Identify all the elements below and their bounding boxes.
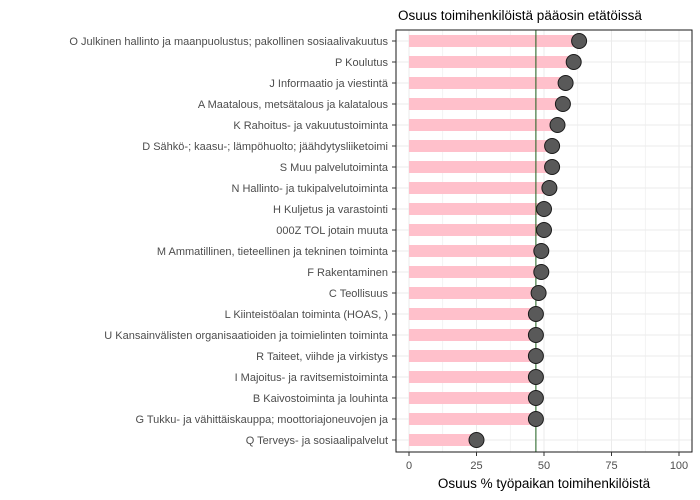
- category-label: A Maatalous, metsätalous ja kalatalous: [198, 99, 389, 111]
- data-point: [527, 327, 544, 343]
- category-label: G Tukku- ja vähittäiskauppa; moottoriajo…: [135, 414, 388, 426]
- category-label: H Kuljetus ja varastointi: [273, 204, 388, 216]
- data-point: [549, 117, 566, 133]
- bar: [409, 98, 563, 110]
- data-point: [527, 369, 544, 385]
- bar: [409, 224, 544, 236]
- category-label: S Muu palvelutoiminta: [280, 162, 389, 174]
- category-label: K Rahoitus- ja vakuutustoiminta: [233, 120, 389, 132]
- data-point: [536, 201, 552, 217]
- category-label: J Informaatio ja viestintä: [269, 78, 388, 90]
- bar: [409, 35, 580, 47]
- bar: [409, 287, 539, 299]
- category-label: Q Terveys- ja sosiaalipalvelut: [246, 435, 388, 447]
- data-point: [557, 75, 574, 91]
- category-label: B Kaivostoiminta ja louhinta: [253, 393, 389, 405]
- category-label: M Ammatillinen, tieteellinen ja tekninen…: [157, 246, 389, 258]
- bar: [409, 140, 553, 152]
- bars: [409, 35, 580, 446]
- bar: [409, 413, 536, 425]
- bar: [409, 371, 536, 383]
- category-label: I Majoitus- ja ravitsemistoiminta: [235, 372, 389, 384]
- points: [468, 33, 588, 448]
- category-label: D Sähkö-; kaasu-; lämpöhuolto; jäähdytys…: [142, 141, 388, 153]
- data-point: [544, 159, 561, 175]
- data-point: [571, 33, 588, 49]
- x-tick-label: 75: [605, 460, 617, 472]
- category-label: F Rakentaminen: [307, 267, 388, 279]
- bar: [409, 266, 542, 278]
- category-label: U Kansainvälisten organisaatioiden ja to…: [104, 330, 389, 342]
- category-label: O Julkinen hallinto ja maanpuolustus; pa…: [69, 36, 388, 48]
- bar: [409, 119, 558, 131]
- data-point: [536, 222, 552, 238]
- data-point: [533, 264, 550, 280]
- x-axis-ticks: 0 25 50 75 100: [406, 452, 688, 472]
- category-label: P Koulutus: [335, 57, 389, 69]
- data-point: [541, 180, 558, 196]
- bar: [409, 392, 536, 404]
- data-point: [565, 54, 582, 70]
- x-tick-label: 50: [538, 460, 550, 472]
- category-labels: O Julkinen hallinto ja maanpuolustus; pa…: [69, 36, 396, 447]
- bar: [409, 350, 536, 362]
- chart-title: Osuus toimihenkilöistä pääosin etätöissä: [398, 8, 642, 23]
- category-label: C Teollisuus: [329, 288, 389, 300]
- bar: [409, 434, 477, 446]
- x-tick-label: 25: [470, 460, 482, 472]
- data-point: [468, 432, 485, 448]
- x-tick-label: 100: [670, 460, 688, 472]
- bar: [409, 308, 536, 320]
- data-point: [527, 348, 544, 364]
- x-axis-label: Osuus % työpaikan toimihenkilöistä: [438, 476, 651, 491]
- category-label: L Kiinteistöalan toiminta (HOAS, ): [225, 309, 388, 321]
- data-point: [527, 411, 544, 427]
- category-label: 000Z TOL jotain muuta: [276, 225, 389, 237]
- x-tick-label: 0: [406, 460, 412, 472]
- bar: [409, 182, 550, 194]
- bar: [409, 329, 536, 341]
- bar: [409, 56, 574, 68]
- bar: [409, 77, 566, 89]
- bar: [409, 161, 553, 173]
- data-point: [544, 138, 561, 154]
- data-point: [527, 390, 544, 406]
- category-label: R Taiteet, viihde ja virkistys: [256, 351, 388, 363]
- data-point: [530, 285, 547, 301]
- category-label: N Hallinto- ja tukipalvelutoiminta: [231, 183, 388, 195]
- data-point: [554, 96, 571, 112]
- grid-lines: [396, 30, 692, 452]
- data-point: [527, 306, 544, 322]
- data-point: [533, 243, 550, 259]
- bar: [409, 245, 542, 257]
- bar: [409, 203, 544, 215]
